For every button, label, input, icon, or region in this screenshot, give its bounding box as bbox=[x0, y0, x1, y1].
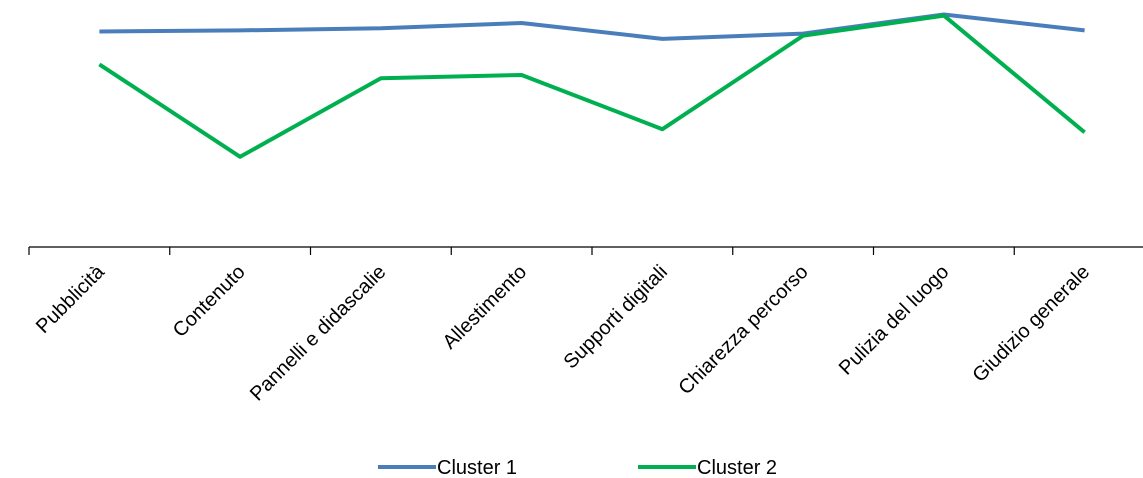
x-tick-label: Pulizia del luogo bbox=[835, 261, 954, 380]
x-tick-label: Contenuto bbox=[169, 261, 250, 342]
legend: Cluster 1 Cluster 2 bbox=[378, 457, 777, 478]
x-tick-label: Chiarezza percorso bbox=[674, 261, 812, 399]
x-axis bbox=[28, 246, 1143, 255]
x-tick-label: Pubblicità bbox=[32, 260, 109, 337]
x-tick-label: Supporti digitali bbox=[560, 261, 672, 373]
legend-label-cluster-2: Cluster 2 bbox=[697, 457, 777, 478]
x-tick-label: Giudizio generale bbox=[969, 261, 1095, 387]
x-tick-label: Allestimento bbox=[439, 261, 532, 354]
x-tick-label: Pannelli e didascalie bbox=[246, 261, 390, 405]
series-line-cluster-2 bbox=[98, 13, 1086, 159]
plot-area bbox=[98, 12, 1086, 159]
legend-label-cluster-1: Cluster 1 bbox=[437, 457, 517, 478]
